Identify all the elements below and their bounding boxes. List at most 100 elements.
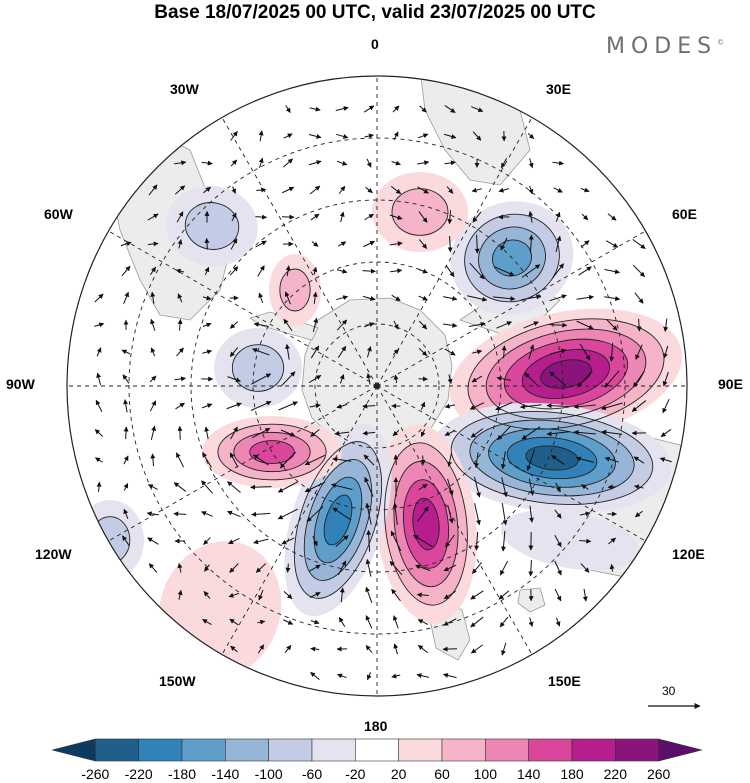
wind-vector-41 xyxy=(309,185,321,195)
wind-vector-119 xyxy=(336,295,349,301)
south-pole-marker xyxy=(374,383,380,389)
wind-vector-297 xyxy=(474,503,481,526)
wind-vector-330 xyxy=(337,560,347,576)
wind-vector-267 xyxy=(201,480,213,494)
colorbar-segment-10 xyxy=(485,738,529,762)
wind-vector-320 xyxy=(554,534,562,548)
wind-vector-50 xyxy=(553,187,563,193)
wind-vector-234 xyxy=(497,425,511,441)
positive-center-amundsen-contour-1 xyxy=(217,423,327,481)
wind-vector-72 xyxy=(177,239,183,249)
colorbar-label: -60 xyxy=(301,766,323,782)
wind-vector-228 xyxy=(334,430,350,436)
wind-vector-77 xyxy=(311,241,319,247)
wind-vector-327 xyxy=(255,563,267,573)
negative-center-bellingshausen-contour-1 xyxy=(231,344,285,392)
wind-vector-328 xyxy=(285,563,291,573)
wind-vector-244 xyxy=(175,452,185,468)
wind-vector-102 xyxy=(445,265,455,278)
wind-vector-61 xyxy=(389,214,403,220)
wind-vector-350 xyxy=(416,592,429,598)
wind-vector-197 xyxy=(95,399,103,412)
logo-text: MODES xyxy=(606,34,718,59)
wind-vector-171 xyxy=(579,343,591,361)
label-lon-120e: 120E xyxy=(672,546,705,562)
wind-vector-124 xyxy=(467,295,488,302)
wind-vector-48 xyxy=(498,187,510,193)
wind-vector-256 xyxy=(500,451,506,470)
positive-center-drake-contour-1 xyxy=(279,268,311,312)
wind-vector-191 xyxy=(524,372,538,386)
wind-vector-131 xyxy=(94,322,105,328)
wind-vector-103 xyxy=(469,262,485,280)
label-lon-90e: 90E xyxy=(718,376,743,392)
wind-vector-85 xyxy=(528,234,534,253)
wind-vector-326 xyxy=(229,563,239,573)
wind-vector-30 xyxy=(444,160,456,166)
wind-vector-19 xyxy=(527,133,535,139)
colorbar-label: -20 xyxy=(345,766,366,782)
wind-vector-205 xyxy=(309,403,321,409)
wind-vector-68 xyxy=(581,213,589,221)
wind-vector-29 xyxy=(417,160,430,166)
colorbar-label: 100 xyxy=(473,766,498,782)
wind-vector-158 xyxy=(229,347,239,357)
wind-vector-387 xyxy=(442,673,457,679)
wind-vector-299 xyxy=(528,505,534,523)
wind-vector-87 xyxy=(580,240,590,248)
wind-vector-43 xyxy=(365,186,373,194)
wind-vector-308 xyxy=(228,537,240,545)
wind-vector-113 xyxy=(177,293,183,303)
wind-vector-296 xyxy=(447,504,454,524)
colorbar-segment-1 xyxy=(95,738,139,762)
wind-vector-245 xyxy=(202,452,212,468)
wind-vector-170 xyxy=(550,348,567,355)
wind-vector-336 xyxy=(499,560,509,576)
colorbar-label: 260 xyxy=(646,766,671,782)
wind-vector-198 xyxy=(123,399,129,413)
colorbar-segment-11 xyxy=(528,738,573,762)
positive-center-atlantic-level-1 xyxy=(392,188,448,236)
graticule xyxy=(67,76,687,696)
wind-vector-145 xyxy=(468,321,486,327)
wind-vector-84 xyxy=(500,237,508,251)
wind-vector-25 xyxy=(308,160,322,166)
wind-vector-142 xyxy=(393,320,399,330)
wind-vector-17 xyxy=(472,131,482,141)
wind-vector-277 xyxy=(473,476,481,498)
wind-vector-203 xyxy=(250,401,272,411)
wind-vector-216 xyxy=(600,402,623,411)
wind-vector-343 xyxy=(228,592,240,598)
wind-vector-120 xyxy=(362,295,376,301)
wind-vector-105 xyxy=(521,264,541,278)
wind-vector-255 xyxy=(474,452,479,469)
wind-vector-298 xyxy=(501,503,508,526)
wind-vector-268 xyxy=(227,481,241,493)
wind-vector-364 xyxy=(392,615,399,629)
wind-vector-126 xyxy=(521,294,542,301)
colorbar-label: 60 xyxy=(434,766,450,782)
colorbar-label: 220 xyxy=(603,766,628,782)
negative-center-southern-ocean-level-0 xyxy=(500,509,640,571)
wind-vector-152 xyxy=(663,318,669,332)
positive-center-amundsen-contour-2 xyxy=(233,431,311,473)
wind-vector-93 xyxy=(204,266,210,275)
wind-vector-225 xyxy=(251,427,271,439)
wind-vector-211 xyxy=(469,402,485,410)
wind-vector-146 xyxy=(496,321,513,329)
wind-vector-286 xyxy=(173,511,187,517)
wind-vector-8 xyxy=(230,130,238,141)
wind-vector-372 xyxy=(257,644,265,654)
wind-vector-135 xyxy=(202,322,212,328)
map-boundary xyxy=(66,75,688,697)
wind-vector-82 xyxy=(447,236,453,253)
colorbar-segment-13 xyxy=(615,738,659,762)
wind-vector-313 xyxy=(366,529,372,552)
colorbar-segment-6 xyxy=(311,738,356,762)
wind-vector-123 xyxy=(443,296,458,301)
wind-vector-233 xyxy=(470,428,484,438)
negative-center-africa-contour-2 xyxy=(478,226,546,290)
wind-vector-73 xyxy=(204,237,210,250)
wind-vector-362 xyxy=(338,616,346,627)
wind-vector-281 xyxy=(581,484,589,490)
